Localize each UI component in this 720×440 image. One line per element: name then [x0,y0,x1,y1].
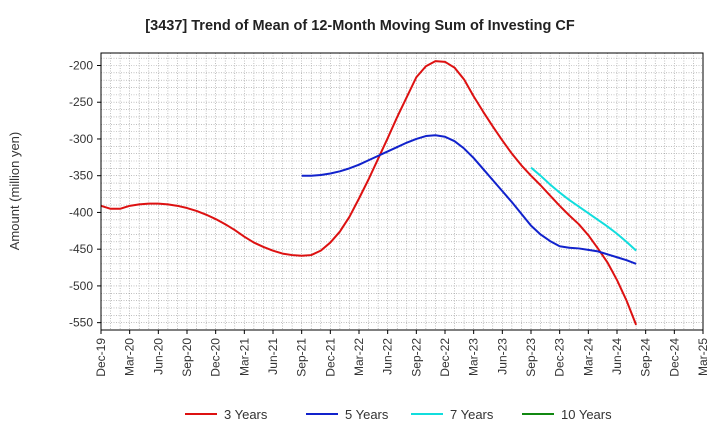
x-tick-label: Dec-24 [667,338,681,377]
x-tick-label: Mar-21 [237,338,251,376]
legend-label-3-years: 3 Years [224,407,268,422]
x-tick-label: Jun-23 [495,338,509,375]
chart-title: [3437] Trend of Mean of 12-Month Moving … [145,18,575,34]
x-tick-label: Dec-20 [209,338,223,377]
x-axis-ticks: Dec-19 Mar-20 Jun-20 Sep-20 Dec-20 Mar-21 Jun-… [94,330,710,377]
plot-area [101,53,703,330]
y-tick-label: -450 [69,242,93,256]
plot-frame [100,52,704,331]
y-tick-label: -550 [69,316,93,330]
x-tick-label: Dec-21 [323,338,337,377]
x-tick-label: Jun-22 [381,338,395,375]
y-tick-label: -500 [69,279,93,293]
x-tick-label: Jun-21 [266,338,280,375]
y-tick-label: -350 [69,169,93,183]
legend-label-7-years: 7 Years [450,407,494,422]
x-tick-label: Jun-24 [610,338,624,375]
x-tick-label: Mar-25 [696,338,710,376]
series-line-5-years [301,134,637,265]
series-lines [100,60,638,326]
x-tick-label: Dec-22 [438,338,452,377]
x-tick-label: Mar-24 [581,338,595,376]
series-line-7-years [530,166,637,252]
grid [101,53,703,330]
y-tick-label: -400 [69,205,93,219]
x-tick-label: Mar-23 [467,338,481,376]
legend-label-10-years: 10 Years [561,407,612,422]
x-tick-label: Sep-23 [524,338,538,377]
y-tick-label: -200 [69,58,93,72]
x-tick-label: Mar-20 [123,338,137,376]
x-tick-label: Dec-23 [553,338,567,377]
x-tick-label: Sep-24 [639,338,653,377]
y-axis-ticks: -200 -250 -300 -350 -400 -450 -500 -550 [69,58,101,330]
x-tick-label: Sep-20 [180,338,194,377]
y-tick-label: -300 [69,132,93,146]
y-tick-label: -250 [69,95,93,109]
legend: 3 Years 5 Years 7 Years 10 Years [185,407,612,422]
x-tick-label: Sep-22 [409,338,423,377]
x-tick-label: Dec-19 [94,338,108,377]
x-tick-label: Sep-21 [295,338,309,377]
x-tick-label: Mar-22 [352,338,366,376]
series-line-3-years [100,60,638,326]
x-tick-label: Jun-20 [151,338,165,375]
y-axis-label: Amount (million yen) [7,132,22,251]
legend-label-5-years: 5 Years [345,407,389,422]
